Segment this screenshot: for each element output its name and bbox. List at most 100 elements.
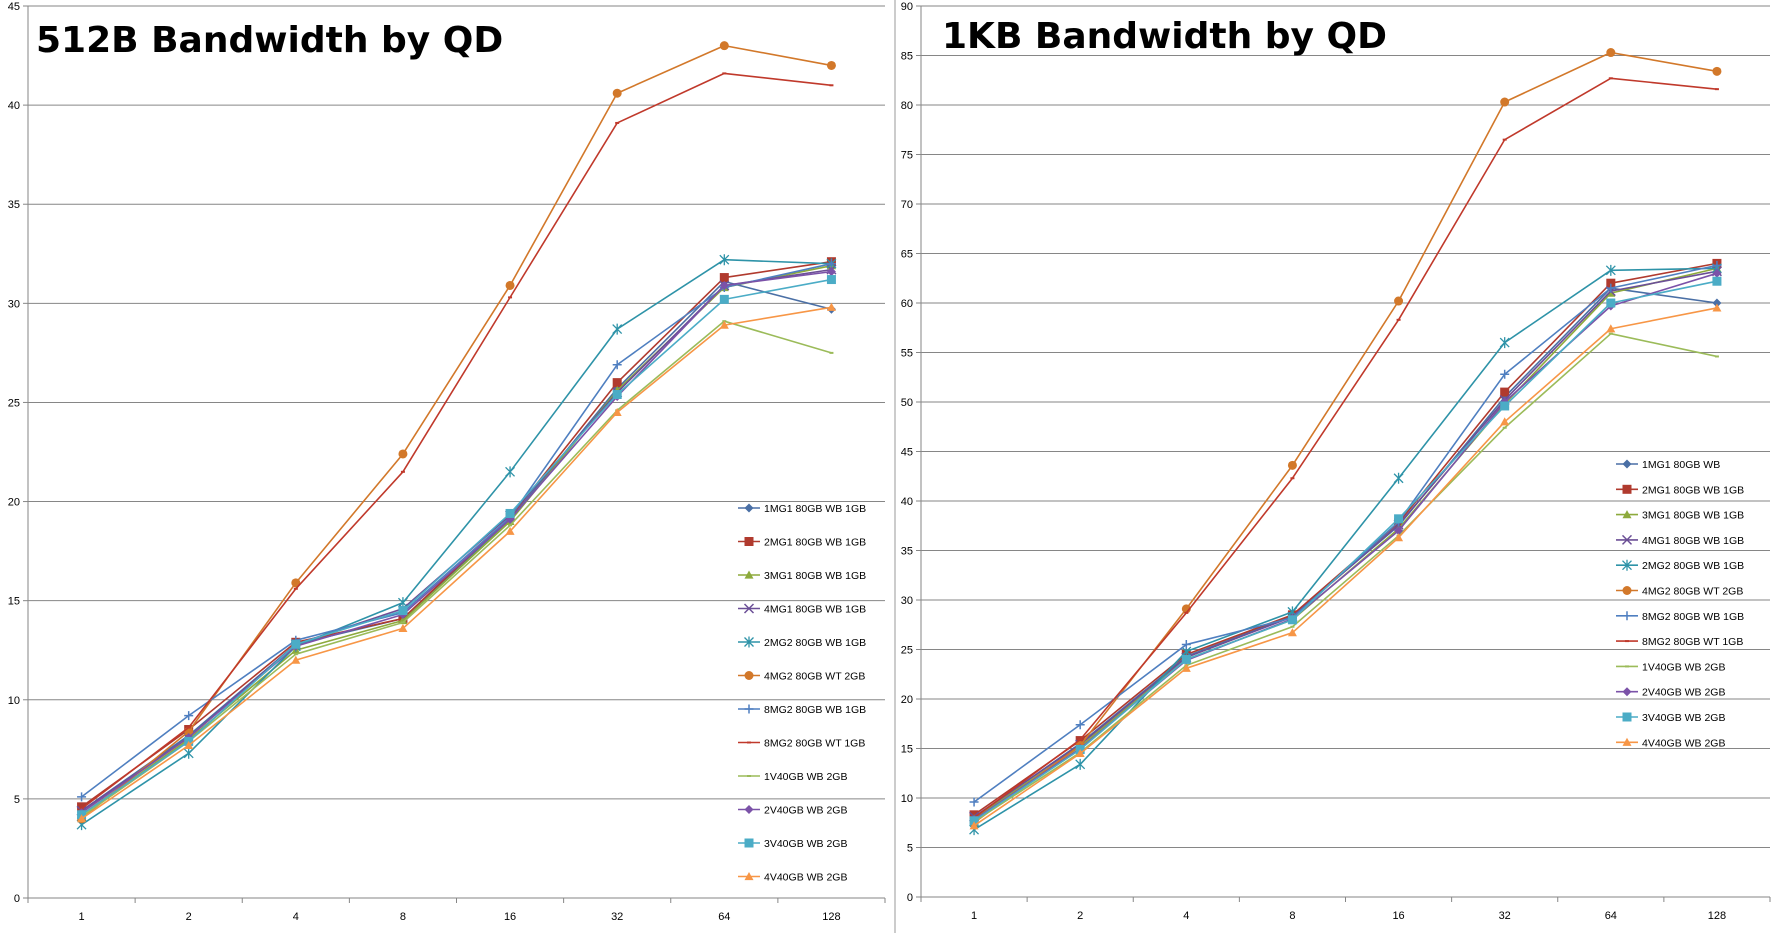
data-point bbox=[1606, 283, 1616, 293]
data-point bbox=[1606, 278, 1616, 288]
data-point bbox=[184, 740, 194, 749]
y-tick-label: 35 bbox=[901, 546, 913, 558]
x-tick-label: 2 bbox=[186, 911, 192, 923]
data-point bbox=[1287, 460, 1297, 470]
legend-item: 4MG1 80GB WB 1GB bbox=[1616, 534, 1744, 547]
legend-label: 4V40GB WB 2GB bbox=[1642, 737, 1725, 749]
series-line bbox=[81, 270, 832, 814]
x-tick-label: 1 bbox=[971, 910, 977, 922]
legend-item: 2MG2 80GB WB 1GB bbox=[1616, 559, 1744, 572]
data-point bbox=[612, 360, 622, 370]
series-line bbox=[973, 51, 1718, 824]
legend-item: 1V40GB WB 2GB bbox=[1616, 661, 1725, 673]
legend-label: 3MG1 80GB WB 1GB bbox=[764, 570, 866, 582]
x-tick-label: 8 bbox=[1289, 910, 1295, 922]
data-point bbox=[826, 267, 836, 277]
data-point bbox=[1712, 303, 1722, 312]
series-line bbox=[973, 77, 1718, 819]
series-line bbox=[81, 44, 832, 820]
data-point bbox=[1075, 748, 1085, 758]
data-point bbox=[505, 526, 515, 535]
data-point bbox=[1075, 720, 1085, 730]
legend-label: 4MG2 80GB WT 2GB bbox=[764, 671, 865, 683]
legend-item: 3MG1 80GB WB 1GB bbox=[1616, 510, 1744, 522]
series-line bbox=[81, 320, 832, 818]
y-tick-label: 25 bbox=[8, 397, 20, 409]
legend-item: 2V40GB WB 2GB bbox=[1616, 687, 1725, 699]
legend-item: 3V40GB WB 2GB bbox=[738, 838, 847, 850]
legend-label: 1MG1 80GB WB bbox=[1642, 459, 1720, 471]
y-tick-label: 30 bbox=[901, 595, 913, 607]
data-point bbox=[398, 623, 408, 633]
y-tick-label: 0 bbox=[14, 893, 20, 905]
data-point bbox=[1394, 526, 1404, 536]
x-tick-label: 64 bbox=[1605, 910, 1617, 922]
data-point bbox=[1712, 66, 1722, 76]
y-tick-label: 85 bbox=[901, 51, 913, 63]
legend-label: 8MG2 80GB WB 1GB bbox=[764, 704, 866, 716]
chart-1kb: 0 5 10 15 20 25 30 35 40 45 50 55 60 65 70 75 80 85 90 1 2 4 8… bbox=[901, 1, 1771, 922]
legend-label: 2MG2 80GB WB 1GB bbox=[1642, 560, 1744, 572]
data-point bbox=[1500, 417, 1510, 426]
data-point bbox=[77, 814, 87, 823]
y-tick-label: 40 bbox=[901, 496, 913, 508]
legend-item: 3V40GB WB 2GB bbox=[1616, 712, 1725, 724]
legend-marker bbox=[743, 603, 755, 614]
y-tick-label: 65 bbox=[901, 249, 913, 261]
legend-label: 2MG1 80GB WB 1GB bbox=[764, 537, 866, 549]
y-tick-label: 45 bbox=[8, 1, 20, 13]
legend-item: 1V40GB WB 2GB bbox=[738, 771, 847, 783]
y-tick-label: 5 bbox=[907, 843, 913, 855]
legend-item: 4V40GB WB 2GB bbox=[738, 872, 847, 884]
data-point bbox=[969, 821, 979, 830]
legend-marker bbox=[1622, 484, 1632, 494]
data-point bbox=[826, 259, 836, 269]
legend-item: 4MG1 80GB WB 1GB bbox=[738, 603, 866, 616]
legend-label: 2V40GB WB 2GB bbox=[1642, 687, 1725, 699]
data-point bbox=[1287, 615, 1297, 625]
legend-marker bbox=[744, 805, 754, 814]
x-tick-label: 128 bbox=[822, 911, 840, 923]
data-point bbox=[1606, 298, 1616, 308]
series-line bbox=[81, 280, 832, 812]
series-8 bbox=[79, 72, 834, 810]
legend-marker bbox=[1621, 534, 1633, 545]
legend-marker bbox=[1622, 687, 1632, 697]
data-point bbox=[612, 390, 622, 400]
legend-item: 2MG1 80GB WB 1GB bbox=[1616, 484, 1744, 496]
data-point bbox=[77, 802, 87, 812]
x-tick-label: 32 bbox=[611, 911, 623, 923]
data-point bbox=[1394, 533, 1404, 542]
legend-label: 1V40GB WB 2GB bbox=[764, 771, 847, 783]
legend-label: 4MG1 80GB WB 1GB bbox=[764, 604, 866, 616]
legend-marker bbox=[744, 704, 754, 714]
y-tick-label: 70 bbox=[901, 199, 913, 211]
x-tick-label: 8 bbox=[400, 911, 406, 923]
series-12 bbox=[77, 302, 836, 823]
x-tick-label: 1 bbox=[79, 911, 85, 923]
y-tick-label: 5 bbox=[14, 794, 20, 806]
data-point bbox=[1605, 264, 1616, 276]
legend-marker bbox=[744, 503, 754, 513]
data-point bbox=[1500, 97, 1510, 107]
chart-title: 512B Bandwidth by QD bbox=[36, 20, 503, 61]
series-2 bbox=[969, 258, 1722, 820]
series-line bbox=[973, 264, 1718, 803]
x-tick-label: 4 bbox=[1183, 910, 1189, 922]
legend-marker bbox=[1622, 712, 1632, 722]
y-tick-label: 15 bbox=[901, 744, 913, 756]
data-point bbox=[719, 280, 729, 290]
legend-label: 8MG2 80GB WB 1GB bbox=[1642, 611, 1744, 623]
data-point bbox=[1393, 472, 1404, 484]
y-tick-label: 15 bbox=[8, 596, 20, 608]
data-point bbox=[1712, 268, 1722, 278]
series-line bbox=[81, 306, 832, 820]
legend-item: 8MG2 80GB WB 1GB bbox=[1616, 611, 1744, 623]
data-point bbox=[826, 275, 836, 285]
data-point bbox=[1712, 260, 1722, 270]
legend-item: 1MG1 80GB WB bbox=[1616, 459, 1720, 471]
data-point bbox=[505, 466, 516, 478]
data-point bbox=[1606, 48, 1616, 58]
data-point bbox=[398, 449, 408, 459]
legend-item: 8MG2 80GB WT 1GB bbox=[1616, 636, 1743, 648]
